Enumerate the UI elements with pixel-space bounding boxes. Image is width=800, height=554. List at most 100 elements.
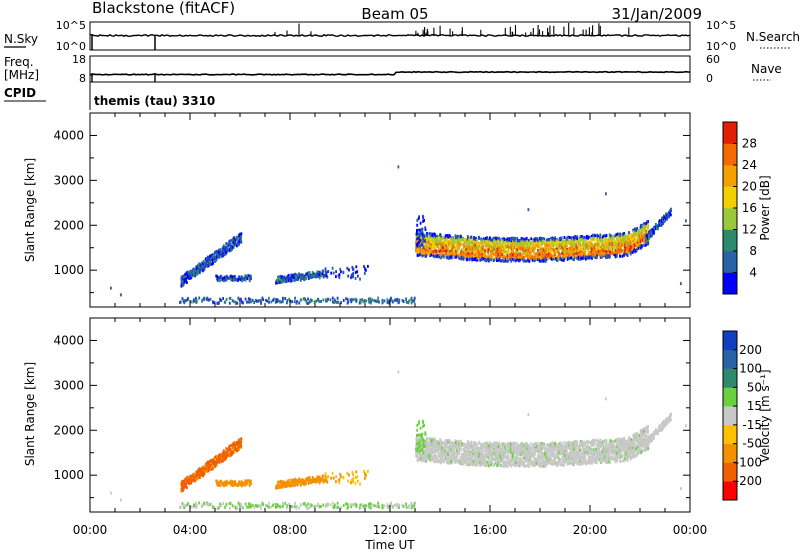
echo-cell: [351, 480, 353, 484]
echo-cell: [565, 254, 568, 258]
echo-cell: [352, 272, 355, 276]
echo-cell: [657, 227, 659, 231]
echo-cell: [535, 256, 538, 260]
echo-cell: [625, 247, 627, 251]
echo-cell: [416, 229, 418, 232]
echo-cell: [463, 245, 466, 249]
echo-cell: [202, 262, 205, 266]
echo-cell: [450, 246, 453, 250]
echo-cell: [307, 480, 310, 484]
echo-cell: [504, 245, 506, 249]
echo-cell: [250, 277, 252, 281]
echo-cell: [180, 486, 183, 490]
echo-cell: [243, 481, 246, 485]
echo-cell: [621, 238, 624, 242]
echo-cell: [537, 245, 540, 249]
echo-cell: [234, 238, 237, 242]
echo-cell: [448, 443, 451, 447]
echo-cell: [496, 259, 499, 262]
echo-cell: [191, 474, 194, 478]
echo-cell: [316, 270, 319, 274]
echo-cell: [452, 443, 455, 447]
echo-cell: [246, 482, 249, 486]
echo-cell: [636, 226, 639, 230]
echo-cell: [397, 165, 400, 169]
echo-cell: [530, 241, 533, 245]
echo-cell: [222, 251, 225, 255]
echo-cell: [443, 442, 446, 446]
echo-cell: [320, 505, 322, 508]
echo-cell: [477, 245, 480, 249]
echo-cell: [415, 243, 418, 247]
echo-cell: [289, 482, 292, 486]
echo-cell: [644, 244, 647, 247]
echo-cell: [509, 238, 511, 242]
echo-cell: [434, 443, 436, 447]
echo-cell: [586, 246, 589, 249]
echo-cell: [222, 254, 224, 258]
echo-cell: [441, 244, 443, 248]
echo-cell: [398, 300, 400, 304]
echo-cell: [268, 300, 270, 304]
echo-cell: [273, 502, 275, 506]
echo-cell: [610, 234, 612, 238]
echo-cell: [536, 253, 539, 257]
echo-cell: [518, 259, 520, 263]
echo-cell: [600, 251, 603, 255]
echo-cell: [609, 254, 611, 258]
echo-cell: [244, 483, 247, 487]
echo-cell: [589, 247, 592, 251]
echo-cell: [322, 269, 324, 273]
echo-cell: [611, 238, 614, 242]
echo-cell: [492, 259, 495, 262]
echo-cell: [667, 214, 669, 218]
echo-cell: [305, 272, 307, 276]
echo-cell: [436, 242, 439, 246]
echo-cell: [260, 506, 262, 510]
echo-cell: [350, 273, 353, 277]
echo-cell: [221, 454, 224, 458]
echo-cell: [410, 298, 412, 302]
echo-cell: [466, 240, 469, 244]
echo-cell: [443, 454, 446, 458]
echo-cell: [335, 505, 338, 509]
echo-cell: [527, 244, 530, 247]
echo-cell: [460, 243, 462, 246]
echo-cell: [464, 255, 466, 259]
echo-cell: [415, 454, 417, 458]
noise-right-tick-bottom: 10^0: [706, 40, 736, 53]
echo-cell: [196, 272, 199, 276]
echo-cell: [625, 250, 628, 254]
echo-cell: [417, 439, 419, 443]
echo-cell: [664, 215, 666, 219]
echo-cell: [198, 467, 200, 471]
echo-cell: [441, 449, 443, 453]
echo-cell: [521, 237, 524, 241]
echo-cell: [668, 214, 670, 218]
echo-cell: [532, 256, 534, 260]
echo-cell: [428, 452, 431, 456]
echo-cell: [446, 461, 449, 465]
echo-cell: [489, 236, 491, 240]
echo-cell: [310, 503, 313, 507]
echo-cell: [449, 439, 451, 443]
echo-cell: [186, 281, 188, 284]
echo-cell: [616, 254, 618, 258]
echo-cell: [237, 277, 240, 281]
echo-cell: [233, 244, 235, 247]
echo-cell: [188, 272, 191, 276]
echo-cell: [212, 506, 215, 510]
echo-cell: [277, 277, 280, 280]
echo-cell: [218, 276, 221, 280]
echo-cell: [538, 242, 541, 246]
echo-cell: [445, 249, 448, 253]
echo-cell: [239, 483, 242, 487]
echo-cell: [317, 298, 319, 302]
echo-cell: [575, 245, 578, 248]
echo-cell: [476, 243, 479, 247]
echo-cell: [539, 252, 541, 256]
echo-cell: [418, 251, 421, 255]
echo-cell: [572, 238, 575, 241]
echo-cell: [186, 479, 189, 483]
echo-cell: [462, 248, 465, 252]
